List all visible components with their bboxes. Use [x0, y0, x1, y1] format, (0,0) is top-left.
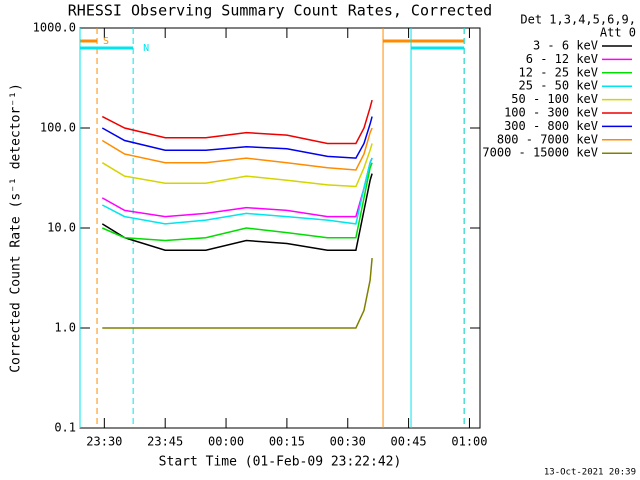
flag-label: S	[103, 36, 109, 47]
legend-label: 3 - 6 keV	[533, 39, 598, 53]
series-line	[101, 116, 373, 159]
x-tick-label: 00:30	[330, 435, 366, 449]
x-tick-label: 01:00	[451, 435, 487, 449]
plot-frame	[79, 27, 481, 429]
legend-label: 12 - 25 keV	[519, 65, 598, 79]
y-tick-label: 1000.0	[33, 21, 76, 35]
series-line	[101, 127, 373, 171]
y-tick-label: 1.0	[54, 321, 76, 335]
series-line	[102, 162, 373, 242]
legend-label: 300 - 800 keV	[504, 119, 598, 133]
legend-label: 50 - 100 keV	[511, 92, 598, 106]
legend-label: 7000 - 15000 keV	[482, 146, 598, 160]
y-tick-label: 10.0	[47, 221, 76, 235]
x-tick-label: 23:30	[86, 435, 122, 449]
chart-title: RHESSI Observing Summary Count Rates, Co…	[68, 2, 492, 20]
y-tick-label: 100.0	[40, 121, 76, 135]
legend-label: 6 - 12 keV	[526, 52, 598, 66]
series-line	[101, 143, 373, 188]
legend-label: 800 - 7000 keV	[497, 132, 598, 146]
footer: 13-Oct-2021 20:39	[544, 468, 636, 478]
x-tick-label: 00:15	[269, 435, 305, 449]
x-tick-label: 00:45	[391, 435, 427, 449]
series-line	[101, 157, 373, 225]
series-line	[101, 99, 373, 145]
x-tick-label: 23:45	[147, 435, 183, 449]
x-tick-label: 00:00	[208, 435, 244, 449]
x-axis-label: Start Time (01-Feb-09 23:22:42)	[159, 455, 402, 470]
flag-label: N	[143, 43, 149, 54]
legend-header: Att 0	[600, 26, 636, 40]
legend-label: 100 - 300 keV	[504, 106, 598, 120]
legend-label: 25 - 50 keV	[519, 79, 598, 93]
y-tick-label: 0.1	[54, 421, 76, 435]
series-line	[101, 157, 373, 218]
y-axis-label: Corrected Count Rate (s⁻¹ detector⁻¹)	[9, 83, 24, 373]
series-line	[102, 258, 373, 329]
legend-header: Det 1,3,4,5,6,9,	[520, 13, 636, 27]
series-line	[101, 173, 373, 251]
